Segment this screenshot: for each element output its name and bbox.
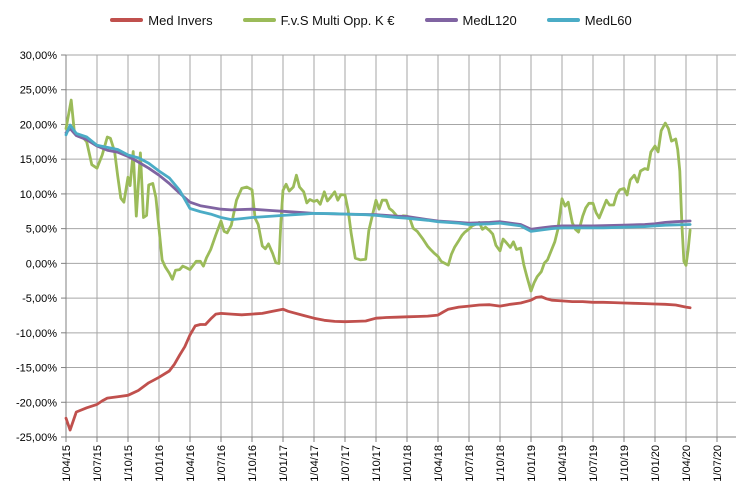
x-tick-label: 1/07/19	[588, 445, 600, 482]
x-tick-label: 1/07/15	[92, 445, 104, 482]
x-tick-label: 1/04/16	[185, 445, 197, 482]
gridlines	[66, 54, 736, 437]
y-tick-label: 15,00%	[20, 154, 58, 166]
x-tick-label: 1/04/15	[61, 445, 73, 482]
x-tick-label: 1/07/16	[216, 445, 228, 482]
x-axis-labels: 1/04/15 1/07/15 1/10/15 1/01/16 1/04/16 1/07/…	[61, 445, 724, 482]
x-tick-label: 1/04/18	[433, 445, 445, 482]
legend-item-medl120: MedL120	[424, 12, 517, 28]
legend-label: MedL60	[584, 12, 632, 28]
x-tick-label: 1/07/20	[712, 445, 724, 482]
medl60-line-swatch	[546, 18, 580, 22]
y-tick-label: 10,00%	[20, 189, 58, 201]
y-tick-label: -20,00%	[16, 397, 57, 409]
x-tick-label: 1/10/18	[495, 445, 507, 482]
y-axis-labels: 30,00% 25,00% 20,00% 15,00% 10,00% 5,00% 0,00%…	[16, 50, 57, 444]
series-line-f-v-s-multi-opp-k	[64, 98, 692, 293]
x-tick-label: 1/07/17	[340, 445, 352, 482]
legend-item-fvs-multi-opp: F.v.S Multi Opp. K €	[242, 12, 395, 28]
series-line-med-invers	[64, 295, 692, 432]
fvs-multi-opp-line-swatch	[242, 18, 276, 22]
legend-item-medl60: MedL60	[546, 12, 632, 28]
legend-item-med-invers: Med Invers	[110, 12, 213, 28]
series-lines	[64, 98, 692, 432]
legend-label: Med Invers	[148, 12, 213, 28]
x-tick-label: 1/01/18	[402, 445, 414, 482]
medl120-line-swatch	[424, 18, 458, 22]
y-tick-label: 5,00%	[26, 224, 57, 236]
axes	[61, 54, 736, 442]
x-tick-label: 1/04/19	[557, 445, 569, 482]
x-tick-label: 1/10/16	[247, 445, 259, 482]
y-tick-label: 25,00%	[20, 85, 58, 97]
med-invers-line-swatch	[110, 18, 144, 22]
y-tick-label: -10,00%	[16, 328, 57, 340]
y-tick-label: 20,00%	[20, 119, 58, 131]
chart-legend: Med Invers F.v.S Multi Opp. K € MedL120 …	[0, 12, 742, 28]
legend-label: F.v.S Multi Opp. K €	[280, 12, 395, 28]
x-tick-label: 1/04/20	[681, 445, 693, 482]
y-tick-label: 30,00%	[20, 50, 58, 62]
x-tick-label: 1/01/17	[278, 445, 290, 482]
series-line-medl60	[64, 123, 692, 233]
x-tick-label: 1/10/15	[123, 445, 135, 482]
x-tick-label: 1/01/20	[650, 445, 662, 482]
y-tick-label: -15,00%	[16, 363, 57, 375]
x-tick-label: 1/04/17	[309, 445, 321, 482]
x-tick-label: 1/07/18	[464, 445, 476, 482]
x-tick-label: 1/10/17	[371, 445, 383, 482]
y-tick-label: -5,00%	[22, 293, 57, 305]
y-tick-label: 0,00%	[26, 258, 57, 270]
x-tick-label: 1/01/19	[526, 445, 538, 482]
y-tick-label: -25,00%	[16, 432, 57, 444]
x-tick-label: 1/01/16	[154, 445, 166, 482]
legend-label: MedL120	[462, 12, 517, 28]
x-tick-label: 1/10/19	[619, 445, 631, 482]
